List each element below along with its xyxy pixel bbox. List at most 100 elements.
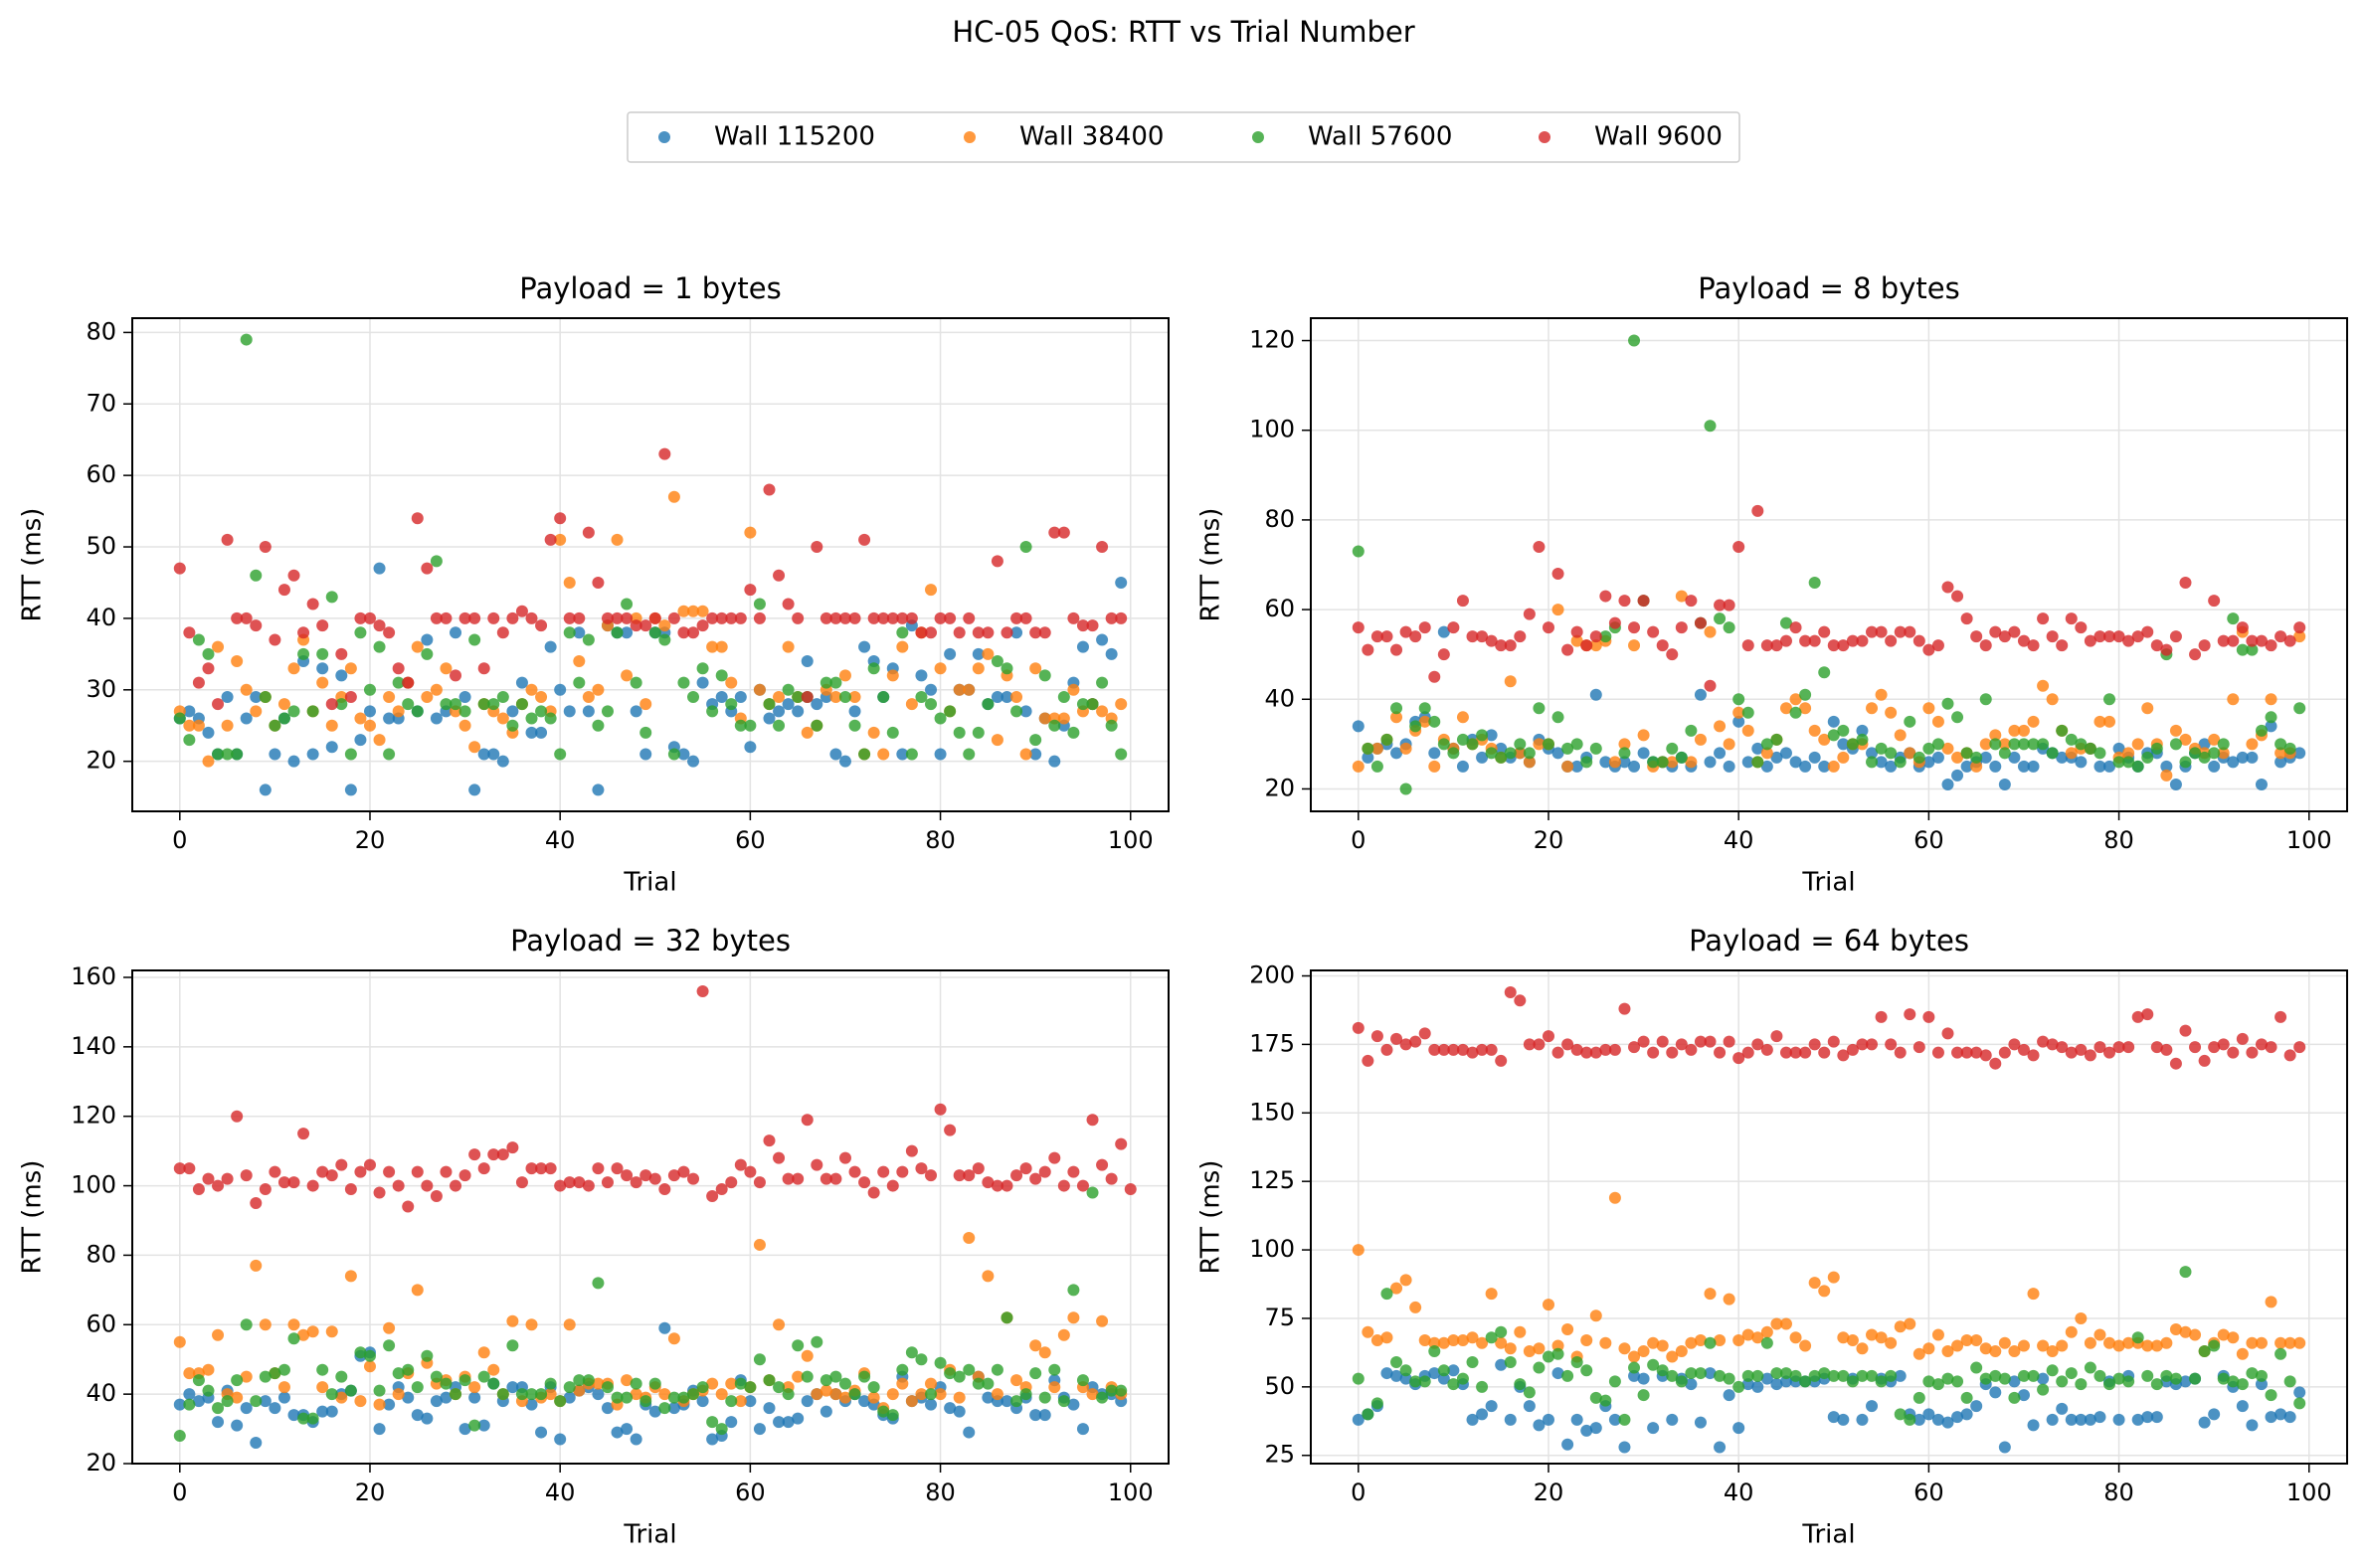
data-point: [506, 611, 519, 624]
data-point: [297, 626, 310, 639]
data-point: [867, 726, 880, 739]
data-point: [744, 526, 757, 539]
data-point: [363, 705, 376, 718]
data-point: [1989, 1369, 2002, 1382]
data-point: [450, 669, 462, 682]
data-point: [554, 1179, 567, 1192]
data-point: [2037, 1035, 2050, 1048]
data-point: [991, 555, 1003, 568]
y-tick-label: 40: [1264, 684, 1295, 712]
data-point: [1894, 1320, 1907, 1333]
data-point: [240, 611, 253, 624]
data-point: [363, 1360, 376, 1373]
data-point: [2131, 1331, 2144, 1344]
data-point: [1608, 1413, 1621, 1426]
data-point: [1115, 748, 1128, 761]
data-point: [221, 533, 234, 546]
data-point: [1038, 1165, 1051, 1178]
data-point: [829, 676, 842, 689]
data-point: [1751, 756, 1764, 769]
data-point: [1096, 633, 1109, 646]
data-point: [1866, 1400, 1879, 1413]
data-point: [250, 1259, 263, 1272]
data-point: [183, 705, 196, 718]
data-point: [1456, 711, 1469, 724]
data-point: [573, 1374, 586, 1387]
data-point: [2084, 1336, 2096, 1349]
data-point: [2150, 639, 2163, 652]
data-point: [1551, 747, 1564, 760]
data-point: [487, 748, 500, 761]
data-point: [363, 719, 376, 732]
data-point: [1656, 1364, 1669, 1377]
data-point: [934, 1103, 947, 1116]
data-point: [782, 1388, 795, 1401]
data-point: [325, 1169, 338, 1182]
data-point: [1760, 1372, 1773, 1385]
data-point: [335, 669, 348, 682]
chart-panel-1: 0 20 40 60 80 100 20 30 40 50 60 70 80 Payload = 1 by…: [18, 271, 1170, 898]
data-point: [221, 690, 234, 703]
x-tick-label: 20: [355, 826, 386, 854]
data-point: [2275, 1347, 2287, 1360]
data-point: [1570, 1413, 1583, 1426]
data-point: [1799, 760, 1812, 773]
data-point: [1447, 1043, 1460, 1056]
data-point: [1001, 690, 1013, 703]
data-point: [1001, 662, 1013, 675]
data-point: [658, 633, 671, 646]
legend-marker: [1539, 131, 1550, 143]
data-point: [212, 1179, 225, 1192]
data-point: [421, 1412, 434, 1425]
data-point: [715, 1183, 728, 1196]
data-point: [1495, 751, 1508, 764]
data-point: [696, 1395, 709, 1408]
data-point: [440, 1391, 453, 1404]
data-point: [1019, 1162, 1032, 1175]
data-point: [1029, 1339, 1042, 1352]
data-point: [2141, 702, 2154, 715]
data-point: [953, 726, 966, 739]
data-point: [1466, 630, 1479, 643]
data-point: [1723, 760, 1735, 773]
data-point: [506, 1314, 519, 1327]
data-point: [2265, 1411, 2277, 1424]
data-point: [1970, 1400, 1983, 1413]
x-tick-label: 40: [545, 1479, 576, 1506]
data-point: [753, 683, 766, 696]
data-point: [259, 541, 272, 554]
data-point: [2056, 751, 2069, 764]
data-point: [2160, 643, 2173, 656]
data-point: [1352, 621, 1365, 634]
data-point: [1941, 581, 1954, 594]
data-point: [2293, 747, 2306, 760]
data-point: [344, 1384, 357, 1397]
data-point: [2217, 738, 2230, 751]
data-point: [1904, 715, 1916, 728]
data-point: [325, 1325, 338, 1338]
data-point: [440, 662, 453, 675]
data-point: [525, 683, 538, 696]
data-point: [1818, 1367, 1831, 1380]
data-point: [1010, 1169, 1023, 1182]
data-point: [2141, 1411, 2154, 1424]
data-point: [411, 705, 424, 718]
data-point: [458, 1423, 471, 1436]
data-point: [563, 1176, 576, 1189]
data-point: [934, 748, 947, 761]
data-point: [677, 626, 690, 639]
data-point: [287, 755, 300, 768]
data-point: [192, 676, 205, 689]
data-point: [2094, 1411, 2106, 1424]
data-point: [1647, 1358, 1660, 1371]
data-point: [2255, 1369, 2268, 1382]
data-point: [306, 1325, 319, 1338]
data-point: [2084, 1361, 2096, 1374]
data-point: [212, 1328, 225, 1341]
data-point: [2008, 625, 2021, 638]
data-point: [496, 712, 509, 725]
data-point: [715, 611, 728, 624]
data-point: [1751, 504, 1764, 517]
data-point: [1666, 1350, 1679, 1363]
data-point: [1523, 1386, 1536, 1399]
